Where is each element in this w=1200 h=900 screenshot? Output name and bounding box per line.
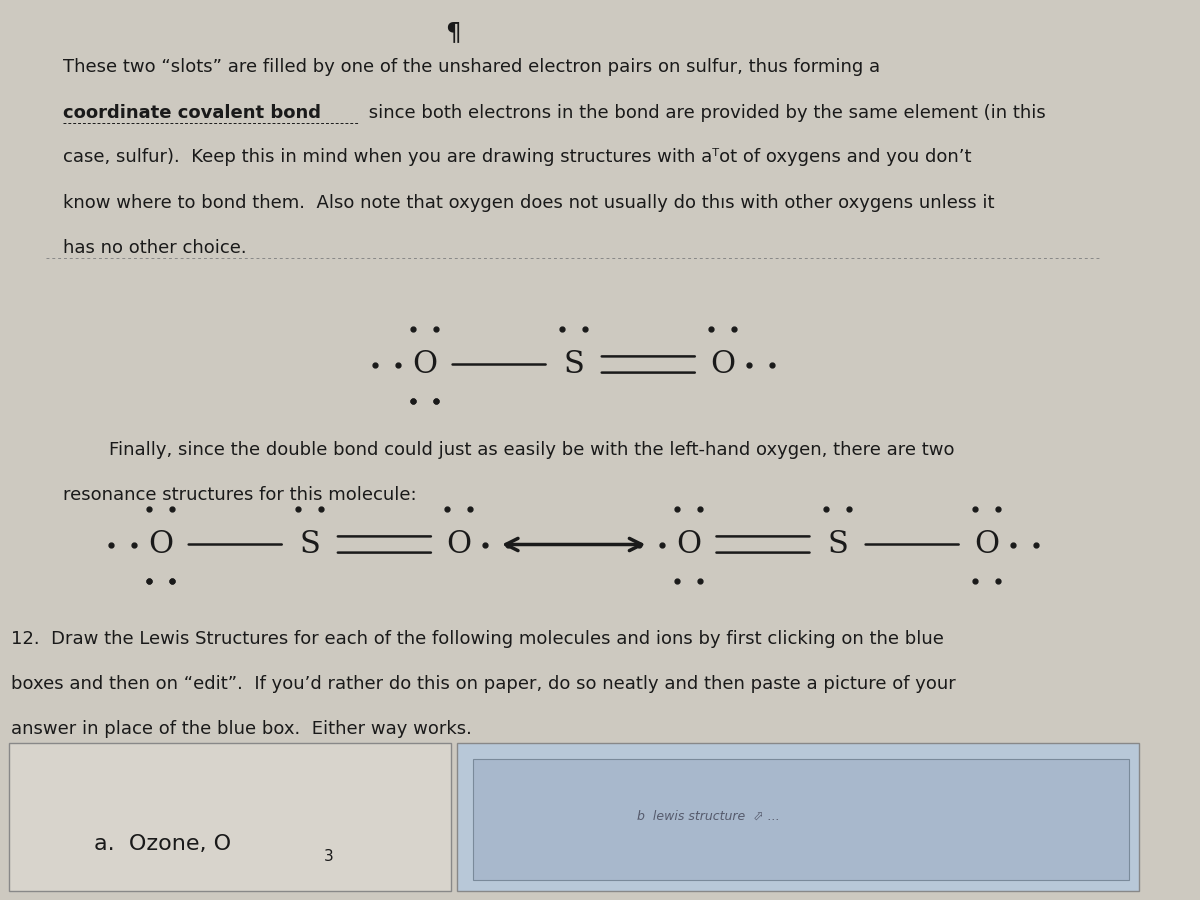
Text: O: O bbox=[148, 529, 173, 560]
Text: since both electrons in the bond are provided by the same element (in this: since both electrons in the bond are pro… bbox=[362, 104, 1045, 122]
Text: S: S bbox=[563, 349, 584, 380]
Text: S: S bbox=[299, 529, 320, 560]
Text: b  lewis structure  ⬀ ...: b lewis structure ⬀ ... bbox=[637, 810, 780, 823]
Text: resonance structures for this molecule:: resonance structures for this molecule: bbox=[64, 486, 416, 504]
Text: coordinate covalent bond: coordinate covalent bond bbox=[64, 104, 322, 122]
Text: know where to bond them.  Also note that oxygen does not usually do thıs with ot: know where to bond them. Also note that … bbox=[64, 194, 995, 212]
Text: O: O bbox=[710, 349, 736, 380]
Text: O: O bbox=[446, 529, 472, 560]
Text: answer in place of the blue box.  Either way works.: answer in place of the blue box. Either … bbox=[12, 720, 473, 738]
Text: ¶: ¶ bbox=[445, 20, 461, 44]
Text: S: S bbox=[827, 529, 848, 560]
Text: Finally, since the double bond could just as easily be with the left-hand oxygen: Finally, since the double bond could jus… bbox=[109, 441, 954, 459]
Text: 3: 3 bbox=[324, 850, 334, 864]
FancyBboxPatch shape bbox=[473, 759, 1129, 880]
Text: O: O bbox=[974, 529, 1000, 560]
Text: 12.  Draw the Lewis Structures for each of the following molecules and ions by f: 12. Draw the Lewis Structures for each o… bbox=[12, 630, 944, 648]
Text: O: O bbox=[676, 529, 701, 560]
FancyBboxPatch shape bbox=[10, 742, 451, 891]
FancyBboxPatch shape bbox=[457, 742, 1139, 891]
Text: case, sulfur).  Keep this in mind when you are drawing structures with aᵀot of o: case, sulfur). Keep this in mind when yo… bbox=[64, 148, 972, 166]
Text: O: O bbox=[412, 349, 437, 380]
Text: has no other choice.: has no other choice. bbox=[64, 238, 247, 256]
Text: These two “slots” are filled by one of the unshared electron pairs on sulfur, th: These two “slots” are filled by one of t… bbox=[64, 58, 881, 76]
Text: boxes and then on “edit”.  If you’d rather do this on paper, do so neatly and th: boxes and then on “edit”. If you’d rathe… bbox=[12, 675, 956, 693]
Text: a.  Ozone, O: a. Ozone, O bbox=[94, 834, 232, 854]
